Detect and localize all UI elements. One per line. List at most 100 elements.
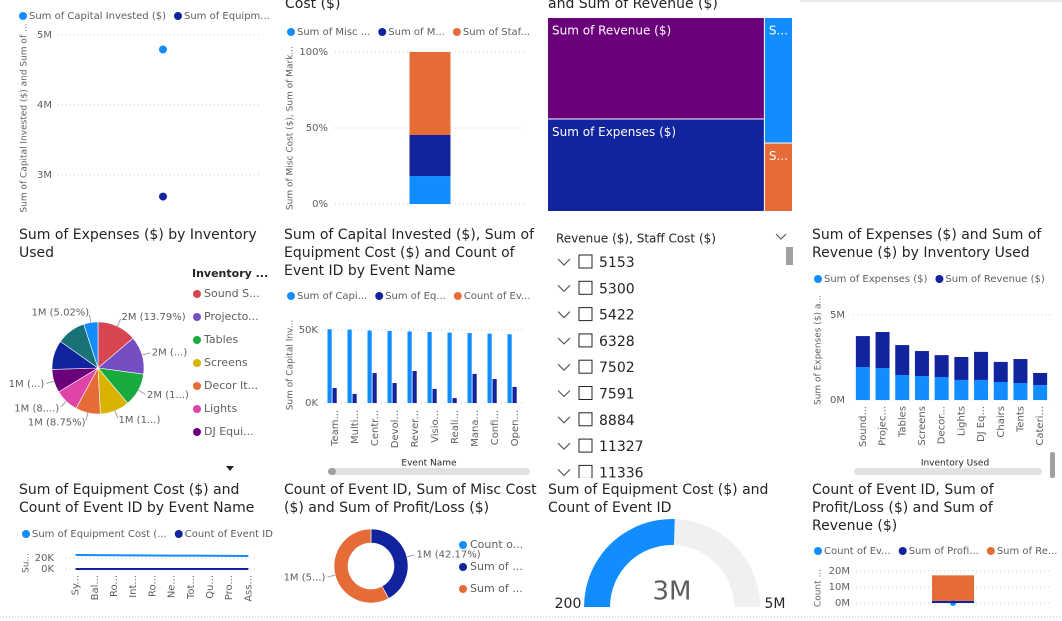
bar [407,331,412,403]
x-tick-label: Mana... [470,410,481,447]
x-tick-label: DJ Eq... [976,406,987,442]
chart-title: Cost ($) [285,0,341,12]
expand-chevron[interactable] [557,442,571,450]
expand-chevron[interactable] [557,258,571,266]
x-tick-label: Tot... [186,575,197,600]
checkbox[interactable] [578,254,593,269]
x-tick-label: Chairs [996,406,1007,438]
bar [512,386,517,403]
bar [507,334,512,403]
y-tick-label: 100% [299,47,328,58]
legend-marker [935,275,944,283]
legend-marker [459,585,467,593]
data-label: 1M (42.17%) [417,549,481,560]
legend-marker [193,382,201,390]
data-label: 2M (...) [152,347,188,358]
legend-label: Sum of Capi... [297,291,367,302]
expand-chevron[interactable] [557,416,571,424]
bar [487,333,492,403]
bar [372,373,377,403]
bar-segment [934,377,949,400]
checkbox[interactable] [578,464,593,478]
legend-marker [814,547,822,555]
y-tick-label: 50K [299,325,319,336]
data-label: 1M (8.75%) [28,418,86,429]
expand-chevron[interactable] [557,311,571,319]
legend-marker [459,541,467,549]
legend-marker [452,28,461,36]
expand-chevron[interactable] [557,284,571,293]
gauge-value: 3M [653,577,692,607]
treemap-label: Sum of Revenue ($) [552,24,671,38]
treemap-tile [548,18,764,119]
scrollbar[interactable] [328,468,530,475]
bar-segment [993,381,1008,400]
treemap-tile [548,119,764,211]
legend-marker [287,292,295,300]
data-label: 2M (13.79%) [122,312,186,323]
legend-scroll-arrow[interactable] [226,466,234,471]
legend-label: Sum of Revenue ($) [945,274,1044,285]
y-tick-label: 4M [37,100,52,111]
expand-chevron[interactable] [557,337,571,345]
bar [412,371,417,403]
slicer-item: 5300 [599,281,635,297]
x-tick-label: Sy... [71,575,82,595]
expand-chevron[interactable] [557,390,571,398]
x-tick-label: Ass... [243,575,254,602]
slicer-dropdown[interactable] [775,233,787,240]
x-tick-label: Projec... [878,406,889,446]
checkbox[interactable] [578,386,593,400]
y-tick-label: 0K [305,398,318,409]
y-axis-label: Su... [22,553,32,573]
bar-segment [932,575,974,601]
legend-label: Count of Ev... [824,546,891,557]
data-label: 1M (...) [9,379,45,390]
checkbox[interactable] [578,438,593,453]
expand-chevron[interactable] [557,468,571,477]
gauge-fill [584,519,675,607]
bar [452,398,457,403]
scrollbar-thumb[interactable] [328,468,336,475]
checkbox[interactable] [578,333,593,348]
bar-segment [1033,385,1048,400]
scrollbar-thumb[interactable] [1050,452,1055,478]
y-axis-label: Sum of Expenses ($) a... [814,295,824,405]
legend-label: Tables [203,333,238,346]
checkbox[interactable] [578,280,593,295]
bar-segment [1013,359,1028,383]
legend-label: Sum of Capital Invested ($) [29,11,166,22]
checkbox[interactable] [578,359,593,374]
checkbox[interactable] [578,307,593,322]
bar-segment [895,375,910,400]
bar-segment [875,368,890,400]
y-axis-label: Sum of Capital Invested ($) and Sum of .… [20,23,30,212]
slicer-item: 11336 [599,465,644,481]
legend-label: Sound S... [204,287,260,300]
bar-segment [409,176,451,204]
legend-marker [986,547,995,555]
legend-marker [174,12,182,20]
leader-line [138,389,146,395]
y-tick-label: 5M [37,30,52,41]
slicer-scrollbar[interactable] [786,247,793,265]
checkbox[interactable] [578,412,593,427]
bar-segment [409,52,451,135]
x-tick-label: Int... [128,575,139,598]
bar [472,373,477,403]
bar-segment [974,351,989,380]
bar [492,379,497,403]
expand-chevron[interactable] [557,363,571,372]
bar-segment [1013,383,1028,400]
scrollbar[interactable] [854,468,1042,475]
y-axis-label: Sum of Misc Cost ($), Sum of Mark... [286,46,296,210]
legend-label: Sum of Re... [997,546,1058,557]
bar [467,333,472,403]
bar [447,332,452,403]
gauge-min: 200 [555,596,582,612]
data-label: 1M (5.02%) [31,308,89,319]
x-tick-label: Confi... [490,410,501,445]
slicer-item: 5422 [599,308,635,324]
treemap-tile [764,18,792,143]
